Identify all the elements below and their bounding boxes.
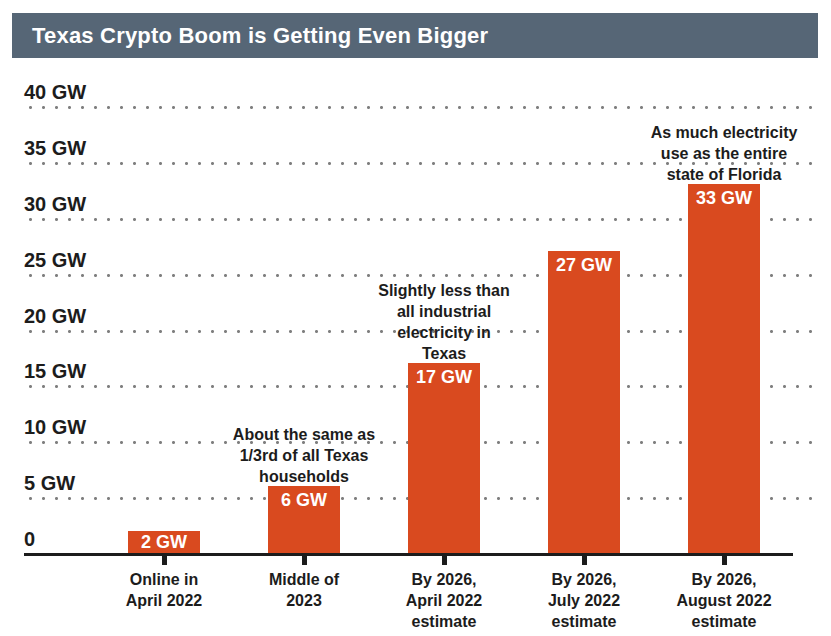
bar-value-label: 2 GW: [128, 532, 200, 552]
axis-tick: [302, 556, 307, 565]
x-axis-label: Online in April 2022: [84, 569, 244, 611]
bar-chart-plot: 40 GW 35 GW 30 GW 25 GW 20 GW 15 GW 10 GW 5 GW 0…: [0, 0, 831, 636]
y-axis-label: 15 GW: [24, 360, 86, 382]
bar-annotation: About the same as 1/3rd of all Texas hou…: [199, 424, 409, 487]
x-axis-label: By 2026, August 2022 estimate: [644, 569, 804, 632]
bar-value-label: 27 GW: [548, 255, 620, 275]
bar: [408, 363, 480, 553]
y-axis-label: 40 GW: [24, 81, 86, 103]
x-axis-label: By 2026, July 2022 estimate: [504, 569, 664, 632]
bar-value-label: 6 GW: [268, 490, 340, 510]
axis-tick: [162, 556, 167, 565]
chart-canvas: Texas Crypto Boom is Getting Even Bigger…: [0, 0, 831, 636]
bar-value-label: 17 GW: [408, 367, 480, 387]
bar-value-label: 33 GW: [688, 188, 760, 208]
y-axis-label: 25 GW: [24, 249, 86, 271]
bar-annotation: As much electricity use as the entire st…: [619, 122, 829, 185]
axis-tick: [582, 556, 587, 565]
y-axis-label: 0: [24, 528, 35, 550]
dotted-gridline: [24, 106, 822, 109]
y-axis-label: 20 GW: [24, 305, 86, 327]
bar: [548, 251, 620, 553]
y-axis-label: 35 GW: [24, 137, 86, 159]
y-axis-label: 10 GW: [24, 416, 86, 438]
y-axis-label: 30 GW: [24, 193, 86, 215]
x-axis-label: By 2026, April 2022 estimate: [364, 569, 524, 632]
axis-tick: [442, 556, 447, 565]
bar-annotation: Slightly less than all industrial electr…: [339, 280, 549, 364]
x-axis-line: [24, 553, 793, 556]
y-axis-label: 5 GW: [24, 472, 75, 494]
axis-tick: [722, 556, 727, 565]
bar: [688, 184, 760, 553]
x-axis-label: Middle of 2023: [224, 569, 384, 611]
